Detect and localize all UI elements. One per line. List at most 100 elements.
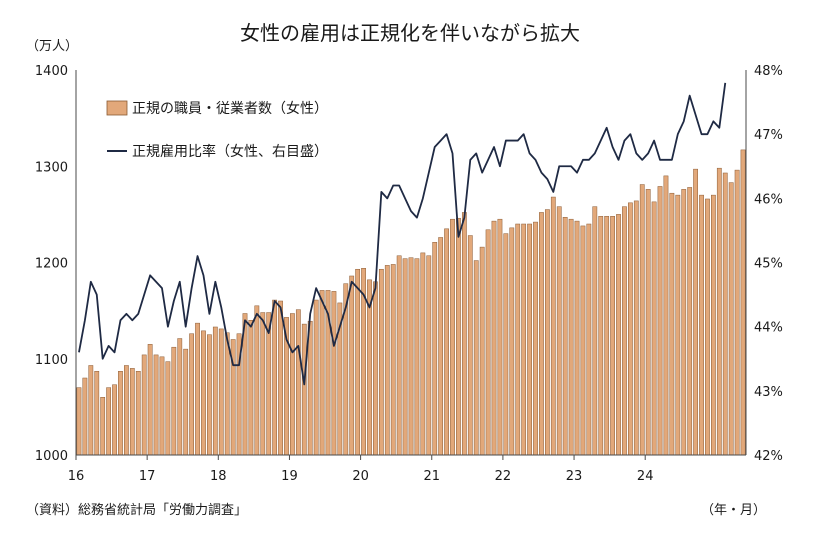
bar — [544, 209, 550, 456]
bar — [248, 320, 254, 456]
bar — [693, 168, 698, 456]
bar — [218, 328, 224, 456]
x-axis-ticks: 16 17 18 19 20 21 22 23 24 — [68, 455, 653, 484]
bar — [212, 326, 218, 456]
bar — [349, 275, 355, 456]
bar — [88, 365, 94, 456]
legend-bar-swatch — [106, 100, 128, 116]
bar — [628, 202, 633, 456]
right-tick-label: 46% — [754, 192, 783, 207]
bar — [301, 323, 307, 456]
left-tick-label: 1000 — [35, 449, 68, 464]
bar — [622, 206, 627, 456]
bar — [278, 300, 283, 456]
ratio-line — [78, 82, 727, 386]
bar — [106, 387, 112, 456]
x-axis-unit: （年・月） — [701, 503, 766, 518]
x-tick-label: 22 — [495, 469, 512, 484]
bar — [408, 257, 414, 456]
bar — [556, 206, 562, 456]
bar — [568, 218, 574, 456]
bar — [373, 281, 378, 456]
bar — [616, 214, 621, 456]
x-tick-label: 20 — [352, 469, 369, 484]
right-tick-label: 43% — [754, 385, 783, 400]
bar — [177, 338, 183, 456]
right-tick-label: 45% — [754, 257, 783, 272]
bar — [711, 194, 716, 456]
bar — [604, 216, 610, 456]
bar — [467, 235, 473, 456]
left-axis-ticks: 1000 1100 1200 1300 1400 — [35, 64, 68, 464]
bar — [295, 309, 301, 456]
bar — [586, 223, 592, 456]
bar — [491, 220, 497, 456]
line-series — [78, 82, 727, 386]
bar — [456, 217, 461, 456]
bar — [728, 182, 734, 456]
bar — [503, 233, 509, 456]
bar — [705, 198, 710, 456]
legend-line-label: 正規雇用比率（女性、右目盛） — [132, 143, 328, 160]
bar — [539, 212, 544, 456]
bar — [533, 221, 538, 456]
bar — [319, 290, 325, 456]
legend: 正規の職員・従業者数（女性） 正規雇用比率（女性、右目盛） — [106, 100, 328, 160]
bar — [183, 348, 189, 456]
bar — [734, 169, 740, 456]
axes — [75, 70, 747, 456]
bar — [485, 229, 491, 456]
bar — [153, 354, 159, 456]
bar — [675, 194, 681, 456]
left-tick-label: 1100 — [35, 353, 68, 368]
bar — [681, 189, 687, 456]
bar — [355, 268, 361, 456]
right-tick-label: 44% — [754, 321, 783, 336]
bar — [716, 167, 722, 456]
bar — [687, 187, 693, 456]
bar — [420, 252, 426, 456]
bar — [527, 223, 532, 456]
x-tick-label: 17 — [139, 469, 156, 484]
bar — [574, 220, 580, 456]
right-tick-label: 42% — [754, 449, 783, 464]
x-tick-label: 18 — [210, 469, 227, 484]
bar — [669, 192, 675, 456]
bar — [651, 201, 657, 456]
bar — [396, 255, 402, 456]
chart-title: 女性の雇用は正規化を伴いながら拡大 — [240, 21, 580, 45]
bar — [390, 264, 396, 456]
x-tick-label: 21 — [423, 469, 440, 484]
right-tick-label: 48% — [754, 64, 783, 79]
bar — [129, 368, 135, 456]
bar — [515, 223, 521, 456]
bar — [378, 268, 384, 456]
bar — [94, 371, 100, 456]
bar — [479, 246, 485, 456]
bar — [497, 218, 503, 456]
left-tick-label: 1200 — [35, 257, 68, 272]
bar — [201, 330, 206, 456]
bar — [124, 365, 129, 456]
bar — [254, 305, 260, 456]
bar — [272, 299, 278, 456]
bar — [207, 334, 212, 456]
bar — [112, 384, 117, 456]
bar — [414, 258, 420, 456]
bar — [432, 242, 438, 456]
bar — [100, 397, 106, 456]
bar — [509, 227, 515, 456]
bar — [657, 186, 663, 456]
bar — [550, 196, 556, 456]
bar — [473, 260, 479, 456]
bar — [592, 206, 598, 456]
bar — [426, 255, 432, 456]
x-tick-label: 23 — [566, 469, 583, 484]
bar — [639, 184, 645, 456]
bar-series — [76, 149, 746, 456]
bar — [159, 356, 165, 456]
bar — [645, 189, 651, 456]
bar — [147, 344, 153, 456]
right-tick-label: 47% — [754, 128, 783, 143]
bar — [444, 228, 449, 456]
